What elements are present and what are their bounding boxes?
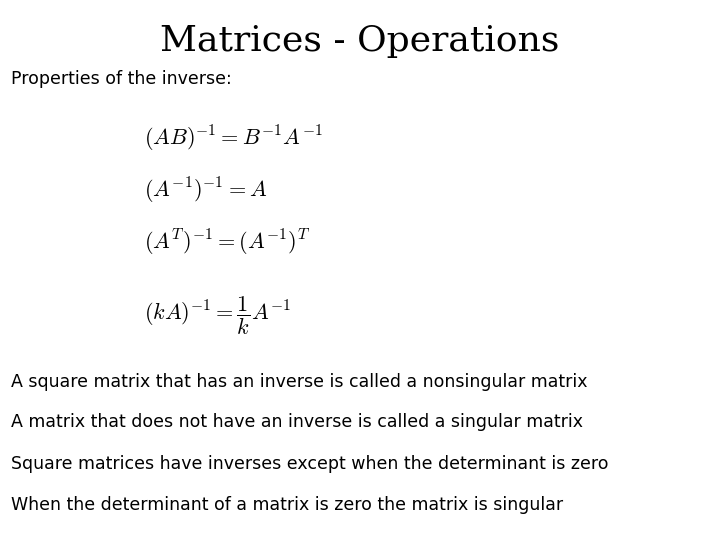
Text: Matrices - Operations: Matrices - Operations [161,24,559,58]
Text: A matrix that does not have an inverse is called a singular matrix: A matrix that does not have an inverse i… [11,413,582,431]
Text: $(kA)^{-1} = \dfrac{1}{k} A^{-1}$: $(kA)^{-1} = \dfrac{1}{k} A^{-1}$ [144,294,291,338]
Text: When the determinant of a matrix is zero the matrix is singular: When the determinant of a matrix is zero… [11,496,563,514]
Text: Square matrices have inverses except when the determinant is zero: Square matrices have inverses except whe… [11,455,608,472]
Text: Properties of the inverse:: Properties of the inverse: [11,70,232,88]
Text: A square matrix that has an inverse is called a nonsingular matrix: A square matrix that has an inverse is c… [11,373,588,390]
Text: $(A^{-1})^{-1} = A$: $(A^{-1})^{-1} = A$ [144,176,267,206]
Text: $(AB)^{-1} = B^{-1}A^{-1}$: $(AB)^{-1} = B^{-1}A^{-1}$ [144,124,323,154]
Text: $(A^T)^{-1} = (A^{-1})^T$: $(A^T)^{-1} = (A^{-1})^T$ [144,228,310,258]
